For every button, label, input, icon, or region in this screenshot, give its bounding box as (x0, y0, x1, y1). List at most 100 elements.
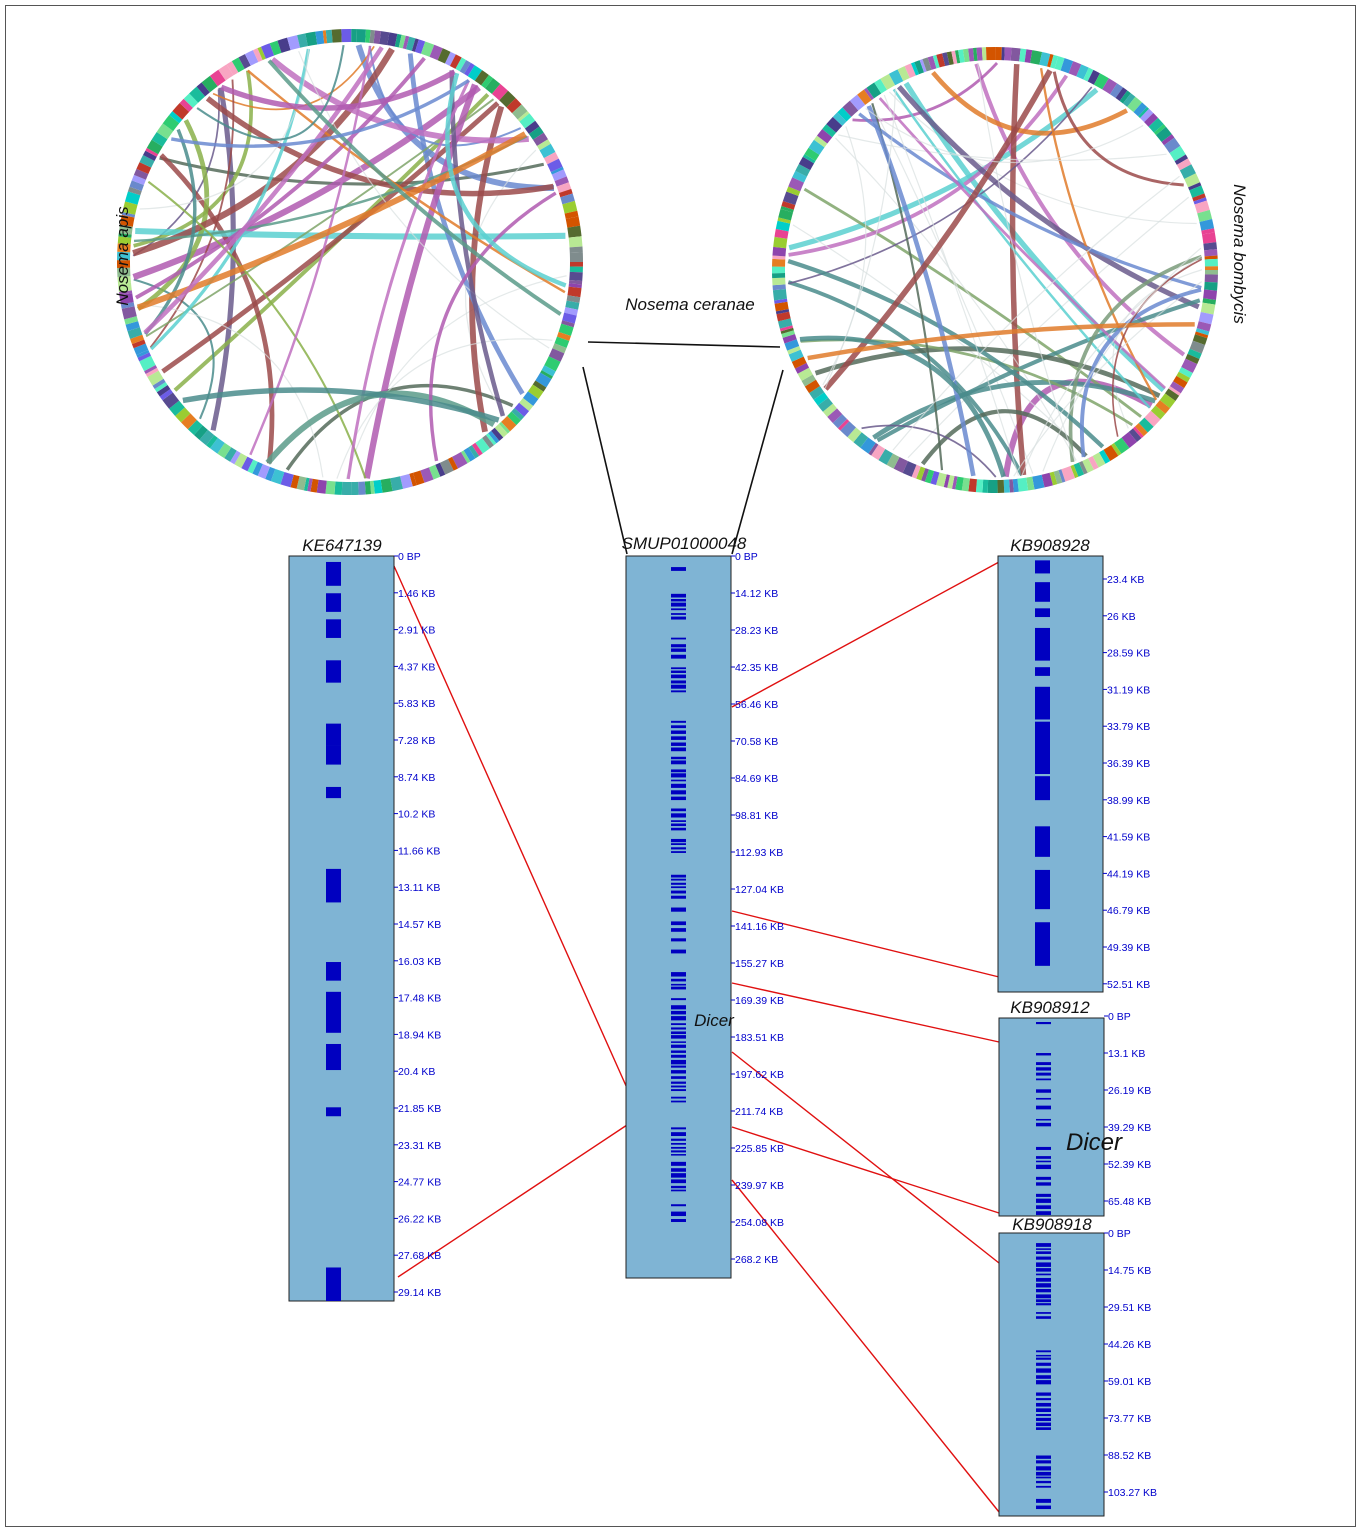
circos-segment (1188, 182, 1202, 191)
gene-block (671, 1154, 686, 1156)
tick-label: 33.79 KB (1107, 721, 1150, 733)
gene-block (1036, 1294, 1051, 1299)
gene-block (671, 1081, 686, 1084)
circos-segment (774, 301, 789, 312)
synteny-line (397, 1124, 628, 1278)
circos-segment (118, 233, 132, 238)
circos-segment (1168, 386, 1181, 396)
scaffold-bar (998, 1017, 1105, 1217)
gene-block (671, 928, 686, 932)
circos-segment (1078, 461, 1088, 475)
tick-label: 42.35 KB (735, 662, 778, 674)
circos-segment (402, 35, 410, 50)
tick-label: 1.46 KB (398, 588, 435, 600)
circos-segment (387, 32, 398, 47)
circos-segment (779, 325, 794, 332)
circos-segment (1053, 470, 1063, 485)
gene-block (671, 1054, 686, 1058)
circos-segment (460, 450, 471, 464)
circos-segment (1185, 353, 1200, 365)
gene-block (671, 608, 686, 611)
tick-label: 26.19 KB (1108, 1085, 1151, 1097)
circos-segment (560, 193, 575, 205)
circos-segment (1093, 73, 1109, 90)
circos-segment (154, 381, 168, 393)
circos-segment (498, 421, 511, 434)
tick-label: 0 BP (735, 551, 758, 563)
circos-segment (556, 182, 572, 194)
gene-block (671, 1076, 686, 1079)
circos-segment (1153, 124, 1166, 136)
gene-block (326, 991, 341, 1033)
tick-label: 14.75 KB (1108, 1265, 1151, 1277)
circos-segment (857, 89, 872, 105)
circos-segment (778, 208, 794, 221)
circos-segment (136, 349, 150, 358)
circos-segment (491, 427, 504, 441)
gene-block (1036, 1256, 1051, 1260)
gene-block (1036, 1498, 1051, 1503)
tick-label: 70.58 KB (735, 736, 778, 748)
circos-segment (169, 111, 183, 124)
circos-segment (809, 385, 825, 400)
gene-block (1036, 1062, 1051, 1066)
circos-segment (475, 437, 490, 454)
gene-block (1036, 1118, 1051, 1121)
tick-label: 0 BP (398, 551, 421, 563)
gene-block (671, 1044, 686, 1048)
circos-segment (924, 469, 935, 484)
circos-segment (1176, 158, 1192, 171)
circos-segment (120, 302, 135, 309)
gene-block (1035, 627, 1050, 661)
circos-segment (568, 236, 583, 248)
circos-segment (853, 432, 869, 448)
gene-block (1036, 1248, 1051, 1250)
circos-segment (507, 411, 521, 426)
circos-plot-nosema-bombycis (772, 47, 1218, 494)
tick-label: 17.48 KB (398, 993, 441, 1005)
circos-segment (797, 367, 813, 381)
circos-chord (876, 298, 1201, 443)
circos-segment (1122, 93, 1136, 107)
circos-segment (932, 54, 940, 69)
connector-left (582, 366, 628, 555)
circos-segment (837, 419, 850, 431)
gene-block (671, 1168, 686, 1172)
circos-segment (863, 87, 874, 101)
circos-segment (206, 435, 218, 449)
label-nosema-ceranae: Nosema ceranae (625, 295, 754, 314)
gene-block (671, 823, 686, 827)
circos-segment (1169, 145, 1186, 162)
circos-chord (892, 175, 1180, 451)
circos-segment (554, 336, 570, 349)
gene-block (1036, 1471, 1051, 1476)
circos-segment (125, 321, 140, 332)
circos-segment (485, 78, 501, 94)
scaffold-tracks: 0 BP 1.46 KB 2.91 KB 4.37 KB 5.83 KB 7.28 KB 8… (288, 551, 1157, 1517)
circos-segment (569, 246, 583, 253)
circos-chord (892, 88, 1151, 409)
circos-segment (451, 451, 468, 469)
gene-block (671, 637, 686, 640)
circos-segment (1178, 367, 1193, 379)
gene-block (671, 1211, 686, 1217)
circos-segment (217, 442, 232, 459)
circos-segment (1164, 388, 1180, 401)
circos-segment (550, 166, 564, 175)
circos-segment (187, 419, 203, 436)
circos-chord (363, 83, 478, 479)
circos-segment (914, 60, 925, 75)
circos-segment (117, 260, 131, 269)
gene-block (1036, 1182, 1051, 1186)
circos-chord (210, 87, 236, 431)
circos-segment (544, 356, 561, 372)
tick-label: 23.4 KB (1107, 574, 1144, 586)
circos-segment (904, 63, 916, 79)
gene-block (671, 1089, 686, 1092)
circos-segment (551, 169, 567, 182)
circos-chord (182, 387, 500, 423)
gene-block (1036, 1417, 1051, 1422)
gene-block (671, 813, 686, 818)
circos-segment (218, 64, 234, 81)
circos-segment (1032, 474, 1045, 490)
